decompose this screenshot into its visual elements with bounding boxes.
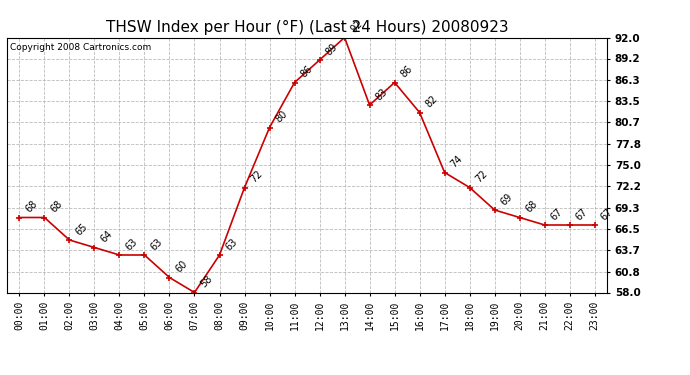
Text: 83: 83	[374, 87, 389, 102]
Text: 67: 67	[599, 206, 615, 222]
Title: THSW Index per Hour (°F) (Last 24 Hours) 20080923: THSW Index per Hour (°F) (Last 24 Hours)…	[106, 20, 509, 35]
Text: 58: 58	[199, 274, 215, 290]
Text: 72: 72	[474, 169, 490, 185]
Text: 72: 72	[248, 169, 264, 185]
Text: 60: 60	[174, 259, 189, 275]
Text: 65: 65	[74, 221, 90, 237]
Text: 86: 86	[399, 64, 415, 80]
Text: 82: 82	[424, 94, 440, 110]
Text: 67: 67	[574, 206, 590, 222]
Text: 86: 86	[299, 64, 315, 80]
Text: 68: 68	[23, 199, 39, 215]
Text: 74: 74	[448, 154, 464, 170]
Text: 63: 63	[124, 237, 139, 252]
Text: 80: 80	[274, 109, 289, 125]
Text: 63: 63	[148, 237, 164, 252]
Text: 92: 92	[348, 19, 364, 35]
Text: 68: 68	[524, 199, 540, 215]
Text: 68: 68	[48, 199, 64, 215]
Text: 67: 67	[549, 206, 564, 222]
Text: 89: 89	[324, 42, 339, 57]
Text: 63: 63	[224, 237, 239, 252]
Text: 69: 69	[499, 192, 515, 207]
Text: Copyright 2008 Cartronics.com: Copyright 2008 Cartronics.com	[10, 43, 151, 52]
Text: 64: 64	[99, 229, 115, 245]
